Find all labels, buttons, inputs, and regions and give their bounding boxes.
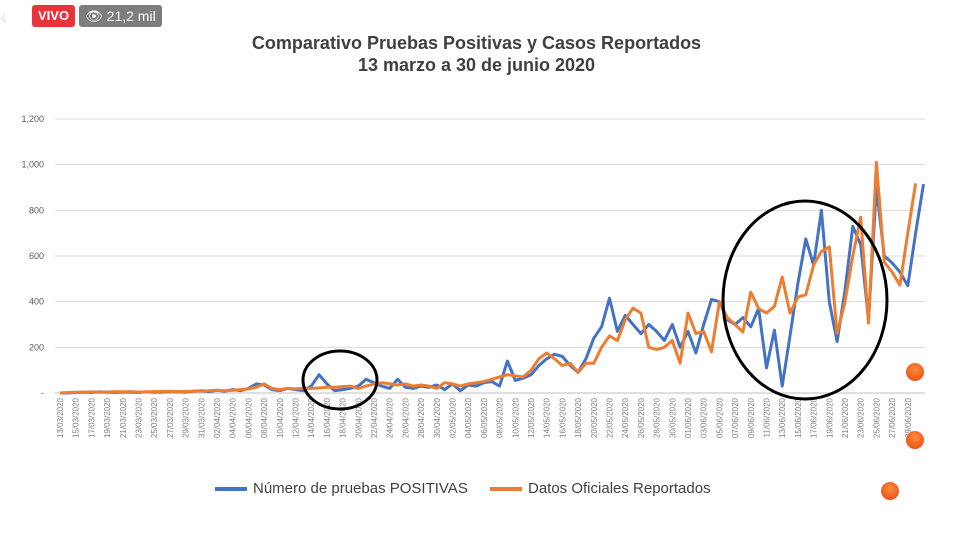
x-tick-label: 20/04/2020 <box>354 397 363 438</box>
viewer-count-value: 21,2 mil <box>106 8 156 24</box>
x-tick-label: 31/03/2020 <box>197 397 206 438</box>
x-tick-label: 20/05/2020 <box>590 397 599 438</box>
x-tick-label: 01/06/2020 <box>684 397 693 438</box>
legend-item-oficiales: Datos Oficiales Reportados <box>490 480 711 497</box>
x-tick-label: 19/03/2020 <box>103 397 112 438</box>
y-tick-label: - <box>41 388 44 398</box>
x-tick-label: 21/03/2020 <box>119 397 128 438</box>
live-badge: VIVO <box>32 5 76 27</box>
series-line-positivas <box>60 183 925 395</box>
x-tick-label: 27/03/2020 <box>166 397 175 438</box>
x-tick-label: 28/05/2020 <box>653 397 662 438</box>
annotation-circle <box>301 349 379 411</box>
x-tick-label: 17/03/2020 <box>87 397 96 438</box>
x-tick-label: 13/03/2020 <box>56 397 65 438</box>
x-tick-label: 25/03/2020 <box>150 397 159 438</box>
x-tick-label: 14/04/2020 <box>307 397 316 438</box>
x-tick-label: 23/03/2020 <box>135 397 144 438</box>
x-tick-label: 27/06/2020 <box>888 397 897 438</box>
x-tick-label: 11/06/2020 <box>763 397 772 437</box>
x-tick-label: 14/05/2020 <box>543 397 552 438</box>
back-arrow-icon[interactable]: ‹ <box>0 4 8 29</box>
viewer-count: 👁 21,2 mil <box>79 5 162 27</box>
x-tick-label: 05/06/2020 <box>715 397 724 438</box>
x-tick-label: 22/04/2020 <box>370 397 379 438</box>
x-tick-label: 10/05/2020 <box>511 397 520 438</box>
angry-reaction-icon <box>906 431 924 449</box>
x-tick-label: 03/06/2020 <box>700 397 709 438</box>
x-tick-label: 28/04/2020 <box>417 397 426 438</box>
x-tick-label: 24/05/2020 <box>621 397 630 438</box>
chart-title: Comparativo Pruebas Positivas y Casos Re… <box>251 33 702 53</box>
x-tick-label: 23/06/2020 <box>857 397 866 438</box>
x-tick-label: 22/05/2020 <box>606 397 615 438</box>
x-tick-label: 18/04/2020 <box>339 397 348 438</box>
legend-swatch <box>490 487 522 492</box>
x-tick-label: 25/06/2020 <box>872 397 881 438</box>
angry-reaction-icon <box>906 363 924 381</box>
legend-label: Datos Oficiales Reportados <box>528 480 711 497</box>
y-tick-label: 1,200 <box>21 114 44 124</box>
x-tick-label: 02/05/2020 <box>449 397 458 438</box>
x-tick-label: 17/06/2020 <box>810 397 819 438</box>
x-tick-label: 12/04/2020 <box>292 397 301 438</box>
y-tick-label: 400 <box>29 297 44 307</box>
x-tick-label: 21/06/2020 <box>841 397 850 438</box>
y-tick-label: 600 <box>29 251 44 261</box>
angry-reaction-icon <box>881 482 899 500</box>
x-tick-label: 02/04/2020 <box>213 397 222 438</box>
x-tick-label: 04/04/2020 <box>229 397 238 438</box>
legend-swatch <box>215 487 247 492</box>
eye-icon: 👁 <box>85 8 103 24</box>
y-tick-label: 200 <box>29 342 44 352</box>
y-tick-label: 1,000 <box>21 160 44 170</box>
legend-label: Número de pruebas POSITIVAS <box>253 480 468 497</box>
x-tick-label: 26/04/2020 <box>401 397 410 438</box>
legend-item-positivas: Número de pruebas POSITIVAS <box>215 480 468 497</box>
x-tick-label: 07/06/2020 <box>731 397 740 438</box>
x-tick-label: 26/05/2020 <box>637 397 646 438</box>
x-tick-label: 04/05/2020 <box>464 397 473 438</box>
annotation-circle <box>721 199 889 401</box>
x-tick-label: 08/05/2020 <box>496 397 505 438</box>
x-tick-label: 16/04/2020 <box>323 397 332 438</box>
x-tick-label: 08/04/2020 <box>260 397 269 438</box>
x-tick-label: 30/05/2020 <box>668 397 677 438</box>
x-tick-label: 24/04/2020 <box>386 397 395 438</box>
x-tick-label: 15/06/2020 <box>794 397 803 438</box>
x-tick-label: 29/03/2020 <box>182 397 191 438</box>
x-tick-label: 18/05/2020 <box>574 397 583 438</box>
series-line-oficiales <box>59 160 918 395</box>
x-tick-label: 06/04/2020 <box>244 397 253 438</box>
x-tick-label: 29/06/2020 <box>904 397 913 438</box>
x-tick-label: 30/04/2020 <box>433 397 442 438</box>
x-tick-label: 12/05/2020 <box>527 397 536 438</box>
x-tick-label: 10/04/2020 <box>276 397 285 438</box>
chart-subtitle: 13 marzo a 30 de junio 2020 <box>357 55 596 75</box>
x-tick-label: 13/06/2020 <box>778 397 787 438</box>
x-tick-label: 09/06/2020 <box>747 397 756 438</box>
y-tick-label: 800 <box>29 205 44 215</box>
x-tick-label: 19/06/2020 <box>825 397 834 438</box>
x-tick-label: 15/03/2020 <box>72 397 81 438</box>
x-tick-label: 16/05/2020 <box>558 397 567 438</box>
x-tick-label: 06/05/2020 <box>480 397 489 438</box>
